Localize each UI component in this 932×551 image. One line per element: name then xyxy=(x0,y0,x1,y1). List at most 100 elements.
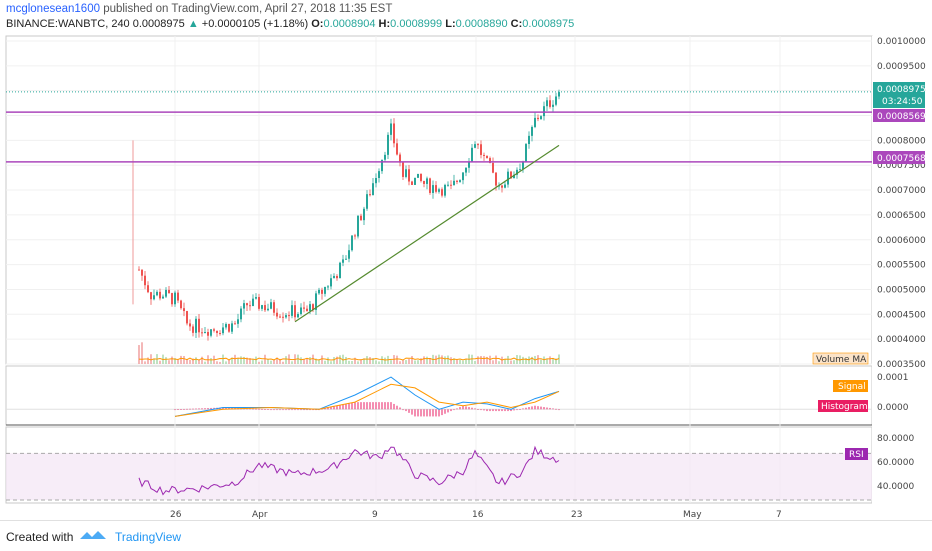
volume-bar xyxy=(225,361,227,364)
candle-body xyxy=(435,185,437,192)
volume-bar xyxy=(492,360,494,364)
volume-bar xyxy=(525,357,527,364)
volume-bar xyxy=(195,357,197,364)
histogram-bar xyxy=(354,402,356,410)
candle-body xyxy=(411,181,413,185)
histogram-bar xyxy=(462,405,464,410)
histogram-bar xyxy=(495,409,497,412)
volume-bar xyxy=(447,355,449,364)
high-label: H: xyxy=(378,18,391,30)
volume-bar xyxy=(540,359,542,364)
volume-bar xyxy=(165,357,167,364)
candle-body xyxy=(441,189,443,196)
histogram-bar xyxy=(501,409,503,412)
volume-bar xyxy=(153,358,155,364)
volume-bar xyxy=(402,360,404,364)
histogram-bar xyxy=(282,409,284,411)
volume-bar xyxy=(345,356,347,364)
volume-bar xyxy=(456,359,458,364)
rsi-tick: 60.0000 xyxy=(877,458,914,468)
volume-bar xyxy=(219,361,221,364)
candle-body xyxy=(294,305,296,318)
volume-bar xyxy=(192,358,194,364)
volume-bar xyxy=(189,359,191,364)
histogram-bar xyxy=(510,409,512,412)
volume-bar xyxy=(321,355,323,364)
volume-bar xyxy=(246,357,248,364)
trend-line[interactable] xyxy=(294,144,560,323)
time-axis[interactable]: 26 Apr 9 16 23 May 7 xyxy=(170,510,782,520)
volume-bar xyxy=(399,361,401,364)
candle-body xyxy=(477,144,479,146)
candle-body xyxy=(459,180,461,182)
candle-body xyxy=(144,275,146,286)
last-price: 0.0008975 xyxy=(132,18,185,30)
signal-text: Signal xyxy=(838,382,866,392)
volume-bar xyxy=(381,356,383,364)
last-price-badge: 0.0008975 03:24:50 xyxy=(873,82,926,108)
volume-bar xyxy=(531,356,533,364)
price-tick: 0.0007000 xyxy=(877,186,926,196)
histogram-bar xyxy=(222,407,224,410)
trading-chart[interactable]: 0.00100000.00095000.00090000.00085000.00… xyxy=(0,0,932,520)
x-tick: 9 xyxy=(372,510,378,520)
candle-body xyxy=(192,326,194,333)
candle-body xyxy=(231,323,233,332)
candle-body xyxy=(201,332,203,334)
price-tick: 0.0006000 xyxy=(877,236,926,246)
volume-bar xyxy=(282,361,284,364)
histogram-bar xyxy=(276,409,278,411)
volume-bar xyxy=(249,357,251,364)
candle-body xyxy=(465,167,467,173)
candle-body xyxy=(291,305,293,316)
candle-body xyxy=(540,116,542,120)
candle-body xyxy=(309,304,311,311)
candle-body xyxy=(384,154,386,160)
author-link[interactable]: mcglonesean1600 xyxy=(6,3,100,15)
volume-bar xyxy=(141,342,143,364)
candle-body xyxy=(396,143,398,155)
low-value: 0.0008890 xyxy=(455,18,508,30)
volume-ma-label[interactable]: Volume MA xyxy=(812,352,869,365)
candle-body xyxy=(306,308,308,311)
histogram-label[interactable]: Histogram xyxy=(818,400,868,412)
tradingview-link[interactable]: TradingView xyxy=(115,530,182,544)
macd-tick: 0.0001 xyxy=(877,373,909,383)
histogram-bar xyxy=(324,408,326,410)
candle-body xyxy=(468,161,470,168)
histogram-bar xyxy=(336,405,338,410)
histogram-bar xyxy=(426,409,428,417)
candle-body xyxy=(138,269,140,271)
level2-badge-text: 0.0007568 xyxy=(877,154,926,164)
symbol-name[interactable]: BINANCE:WANBTC, 240 xyxy=(6,18,130,30)
volume-bar xyxy=(369,357,371,364)
histogram-bar xyxy=(351,402,353,410)
candle-body xyxy=(237,319,239,324)
volume-bar xyxy=(180,355,182,364)
signal-label[interactable]: Signal xyxy=(833,380,868,392)
candle-body xyxy=(336,275,338,279)
histogram-bar xyxy=(339,405,341,410)
volume-bar xyxy=(177,359,179,364)
volume-bar xyxy=(144,361,146,364)
candle-body xyxy=(390,123,392,135)
volume-bar xyxy=(234,354,236,364)
volume-bars xyxy=(138,342,560,364)
candle-body xyxy=(273,302,275,313)
candle-body xyxy=(552,104,554,107)
candle-body xyxy=(204,331,206,333)
tradingview-logo-icon[interactable] xyxy=(78,527,108,543)
histogram-bar xyxy=(300,409,302,411)
histogram-bar xyxy=(261,408,263,410)
price-tick: 0.0010000 xyxy=(877,37,926,47)
rsi-label[interactable]: RSI xyxy=(845,448,868,460)
volume-bar xyxy=(303,359,305,364)
histogram-bar xyxy=(201,408,203,410)
volume-bar xyxy=(339,355,341,364)
histogram-bar xyxy=(558,409,560,411)
volume-bar xyxy=(240,356,242,364)
candle-body xyxy=(222,327,224,334)
histogram-bar xyxy=(186,408,188,410)
candle-body xyxy=(150,292,152,300)
price-tick: 0.0008000 xyxy=(877,136,926,146)
